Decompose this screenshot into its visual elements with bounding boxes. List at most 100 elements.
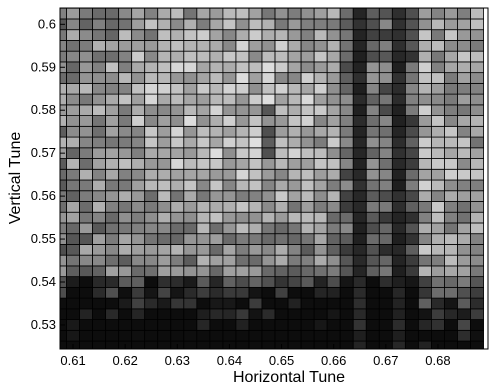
heatmap-cell — [209, 233, 224, 245]
heatmap-cell — [313, 201, 328, 213]
heatmap-cell — [457, 147, 471, 159]
heatmap-cell — [274, 308, 289, 320]
heatmap-cell — [92, 72, 107, 84]
heatmap-cell — [470, 179, 484, 192]
heatmap-cell — [248, 276, 263, 288]
heatmap-cell — [170, 136, 185, 149]
heatmap-cell — [131, 244, 146, 256]
heatmap-cell — [144, 319, 159, 331]
heatmap-cell — [274, 18, 289, 31]
heatmap-cell — [470, 50, 484, 63]
heatmap-cell — [66, 147, 80, 159]
heatmap-cell — [391, 329, 406, 342]
heatmap-cell — [352, 233, 367, 245]
heatmap-cell — [352, 115, 367, 127]
heatmap-cell — [118, 147, 133, 159]
heatmap-cell — [378, 244, 393, 256]
heatmap-cell — [59, 179, 67, 192]
heatmap-cell — [444, 308, 458, 320]
heatmap-cell — [287, 265, 302, 278]
heatmap-cell — [391, 147, 406, 159]
heatmap-cell — [444, 18, 458, 31]
heatmap-cell — [144, 61, 159, 74]
heatmap-cell — [457, 329, 471, 342]
heatmap-cell — [470, 297, 484, 310]
heatmap-cell — [417, 93, 432, 106]
heatmap-cell — [417, 115, 432, 127]
heatmap-cell — [339, 50, 354, 63]
heatmap-cell — [287, 308, 302, 320]
heatmap-cell — [66, 233, 80, 245]
heatmap-cell — [66, 158, 80, 170]
heatmap-cell — [444, 147, 458, 159]
heatmap-cell — [222, 329, 237, 342]
heatmap-cell — [235, 308, 250, 320]
heatmap-cell — [144, 201, 159, 213]
heatmap-cell — [313, 29, 328, 41]
heatmap-cell — [59, 29, 67, 41]
heatmap-cell — [470, 201, 484, 213]
heatmap-cell — [378, 104, 393, 116]
heatmap-cell — [157, 211, 172, 224]
heatmap-cell — [417, 7, 432, 20]
heatmap-cell — [131, 40, 146, 52]
heatmap-cell — [417, 147, 432, 159]
heatmap-cell — [144, 211, 159, 224]
heatmap-cell — [326, 104, 341, 116]
heatmap-cell — [404, 7, 419, 20]
heatmap-cell — [470, 319, 484, 331]
heatmap-cell — [248, 329, 263, 342]
heatmap-cell — [209, 29, 224, 41]
heatmap-cell — [470, 93, 484, 106]
y-axis-label: Vertical Tune — [7, 132, 24, 225]
heatmap-cell — [444, 244, 458, 256]
heatmap-cell — [365, 286, 380, 299]
heatmap-cell — [404, 40, 419, 52]
heatmap-cell — [313, 244, 328, 256]
heatmap-cell — [209, 50, 224, 63]
heatmap-cell — [378, 93, 393, 106]
heatmap-cell — [457, 233, 471, 245]
heatmap-cell — [417, 244, 432, 256]
x-tick-label: 0.67 — [373, 353, 398, 368]
heatmap-cell — [118, 82, 133, 95]
heatmap-cell — [157, 340, 172, 350]
heatmap-cell — [404, 115, 419, 127]
heatmap-cell — [457, 40, 471, 52]
heatmap-cell — [157, 308, 172, 320]
heatmap-cell — [183, 308, 198, 320]
heatmap-cell — [196, 61, 211, 74]
heatmap-cell — [378, 168, 393, 181]
y-tick-label: 0.58 — [31, 102, 56, 117]
heatmap-cell — [365, 82, 380, 95]
heatmap-cell — [444, 125, 458, 138]
heatmap-cell — [391, 286, 406, 299]
heatmap-cell — [391, 7, 406, 20]
heatmap-cell — [118, 72, 133, 84]
heatmap-cell — [196, 244, 211, 256]
heatmap-cell — [378, 308, 393, 320]
heatmap-cell — [235, 329, 250, 342]
heatmap-cell — [457, 211, 471, 224]
x-tick-label: 0.61 — [60, 353, 85, 368]
heatmap-cell — [235, 286, 250, 299]
heatmap-cell — [196, 40, 211, 52]
heatmap-cell — [183, 265, 198, 278]
heatmap-cell — [287, 329, 302, 342]
heatmap-cell — [404, 244, 419, 256]
heatmap-cell — [339, 222, 354, 235]
heatmap-cell — [365, 308, 380, 320]
heatmap-cell — [444, 168, 458, 181]
heatmap-cell — [470, 244, 484, 256]
x-tick-label: 0.65 — [269, 353, 294, 368]
heatmap-cell — [457, 115, 471, 127]
heatmap-cell — [300, 222, 315, 235]
heatmap-cell — [444, 190, 458, 202]
heatmap-cell — [183, 158, 198, 170]
heatmap-cell — [313, 136, 328, 149]
heatmap-cell — [222, 286, 237, 299]
heatmap-cell — [417, 29, 432, 41]
heatmap-cell — [118, 265, 133, 278]
heatmap-cell — [444, 158, 458, 170]
heatmap-cell — [209, 147, 224, 159]
